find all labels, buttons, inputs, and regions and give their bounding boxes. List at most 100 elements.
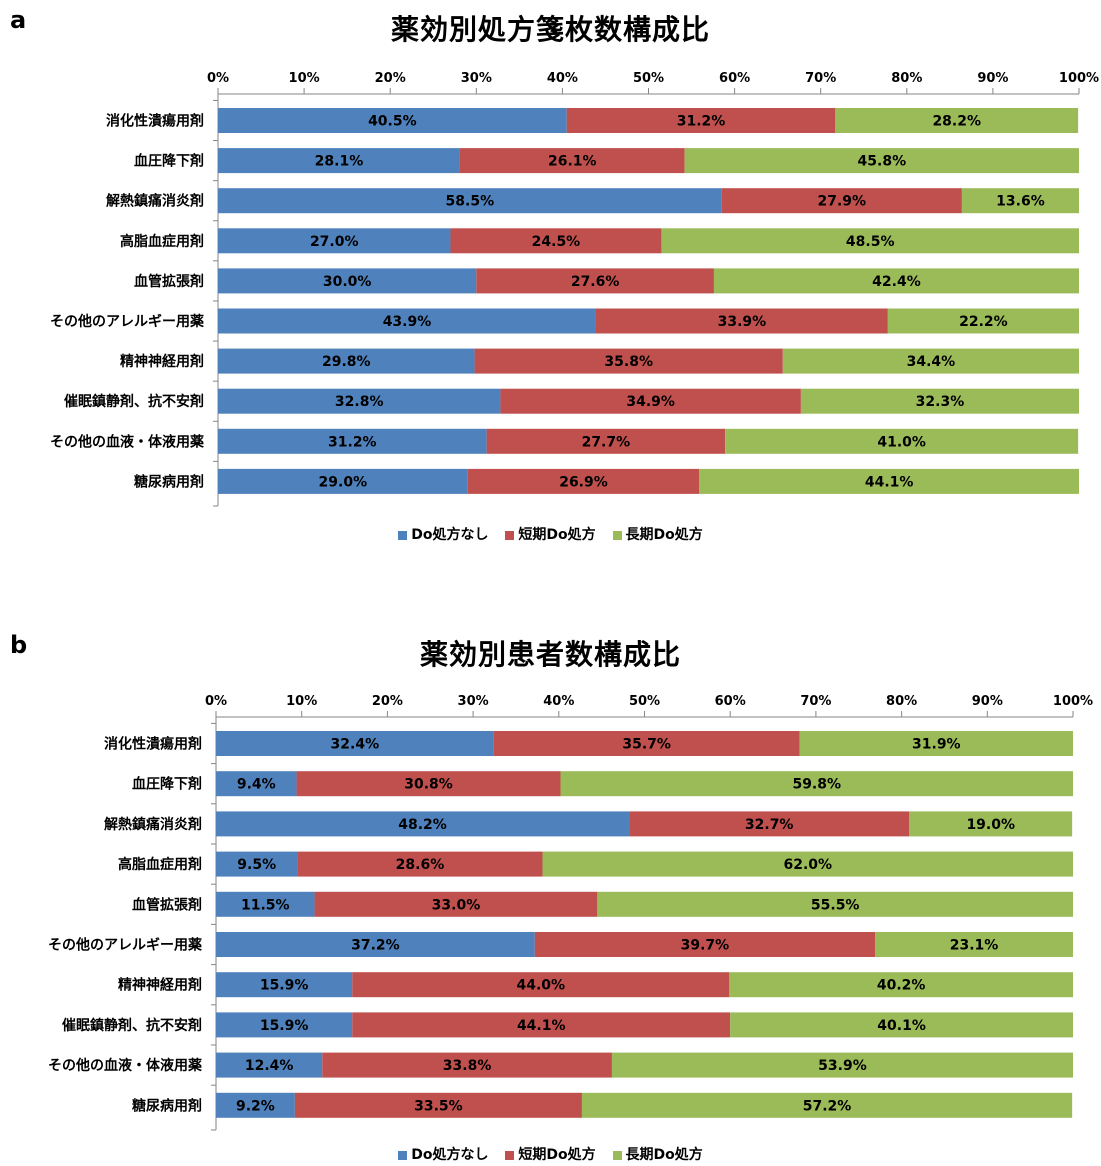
- data-label: 48.2%: [398, 817, 447, 833]
- data-label: 13.6%: [996, 194, 1045, 210]
- bar-segment: [218, 468, 468, 494]
- legend-item: 長期Do処方: [612, 524, 703, 544]
- data-label: 34.4%: [907, 354, 956, 370]
- bar-segment: [500, 388, 801, 414]
- x-tick-label: 30%: [461, 71, 492, 86]
- data-label: 62.0%: [783, 857, 832, 873]
- data-label: 35.7%: [622, 737, 671, 753]
- data-label: 32.7%: [745, 817, 794, 833]
- x-tick-label: 20%: [375, 71, 406, 86]
- x-tick-label: 70%: [805, 71, 836, 86]
- bar-segment: [534, 932, 876, 957]
- data-label: 33.5%: [414, 1098, 463, 1114]
- legend-swatch: [398, 531, 408, 540]
- x-tick-label: 100%: [1059, 71, 1099, 86]
- chart-legend-b: Do処方なし 短期Do処方 長期Do処方: [0, 1144, 1101, 1164]
- bar-segment: [216, 771, 297, 797]
- x-tick-label: 40%: [543, 694, 574, 709]
- bar-segment: [216, 1012, 353, 1038]
- bar-segment: [296, 771, 561, 797]
- bar-segment: [216, 932, 535, 957]
- bar-segment: [835, 108, 1079, 133]
- data-label: 9.5%: [237, 857, 276, 873]
- y-tick-label: 催眠鎮静剤、抗不安剤: [62, 1017, 202, 1034]
- data-label: 26.9%: [559, 474, 608, 490]
- bar-segment: [486, 428, 726, 454]
- bar-segment: [909, 811, 1073, 837]
- x-tick-label: 40%: [547, 71, 578, 86]
- data-label: 27.7%: [582, 434, 631, 450]
- x-tick-label: 80%: [891, 71, 922, 86]
- legend-swatch: [505, 531, 515, 540]
- bar-segment: [218, 228, 451, 254]
- data-label: 44.1%: [865, 474, 914, 490]
- y-tick-label: 血管拡張剤: [132, 896, 202, 913]
- data-label: 39.7%: [681, 938, 730, 954]
- data-label: 28.2%: [932, 114, 981, 130]
- data-label: 44.1%: [517, 1018, 566, 1034]
- y-tick-label: 消化性潰瘍用剤: [104, 736, 202, 753]
- bar-segment: [216, 851, 298, 877]
- x-tick-label: 50%: [633, 71, 664, 86]
- x-tick-label: 100%: [1053, 694, 1093, 709]
- bar-segment: [352, 972, 730, 998]
- x-tick-label: 70%: [800, 694, 831, 709]
- bar-segment: [581, 1092, 1073, 1118]
- bar-segment: [799, 731, 1073, 756]
- data-label: 11.5%: [241, 897, 290, 913]
- y-tick-label: その他のアレルギー用薬: [50, 313, 204, 330]
- data-label: 31.9%: [912, 737, 961, 753]
- y-tick-label: その他の血液・体液用薬: [48, 1057, 202, 1074]
- bar-segment: [352, 1012, 731, 1038]
- x-tick-label: 60%: [715, 694, 746, 709]
- y-tick-label: 精神神経用剤: [120, 353, 204, 370]
- bar-segment: [566, 108, 836, 133]
- data-label: 33.0%: [432, 897, 481, 913]
- panel-label: a: [10, 6, 27, 34]
- bar-segment: [314, 891, 598, 917]
- data-label: 43.9%: [383, 314, 432, 330]
- bar-segment: [629, 811, 910, 837]
- legend-label: 長期Do処方: [625, 1147, 703, 1163]
- data-label: 32.3%: [916, 394, 965, 410]
- bar-segment: [597, 891, 1073, 917]
- chart-plot-b: 0% 10% 20% 30% 40% 50% 60% 70% 80% 90% 100% 消化性潰瘍用剤…: [48, 694, 1093, 1131]
- bar-segment: [699, 468, 1079, 494]
- data-label: 27.0%: [310, 234, 359, 250]
- data-label: 35.8%: [604, 354, 653, 370]
- data-label: 19.0%: [966, 817, 1015, 833]
- bar-segment: [216, 1052, 323, 1078]
- data-label: 45.8%: [858, 154, 907, 170]
- x-tick-label: 10%: [286, 694, 317, 709]
- data-label: 34.9%: [626, 394, 675, 410]
- bar-segment: [560, 771, 1073, 797]
- bar-segment: [218, 428, 487, 454]
- data-label: 32.8%: [335, 394, 384, 410]
- bar-segment: [322, 1052, 612, 1078]
- bar-segment: [493, 731, 800, 756]
- x-tick-label: 10%: [289, 71, 320, 86]
- data-label: 55.5%: [811, 897, 860, 913]
- data-label: 40.1%: [877, 1018, 926, 1034]
- bar-segment: [782, 348, 1079, 374]
- bar-segment: [216, 1092, 295, 1118]
- bar-segment: [297, 851, 543, 877]
- bar-segment: [684, 148, 1079, 174]
- bar-segment: [611, 1052, 1073, 1078]
- data-label: 31.2%: [677, 114, 726, 130]
- legend-item: 短期Do処方: [505, 524, 596, 544]
- data-label: 15.9%: [260, 1018, 309, 1034]
- x-tick-label: 0%: [207, 71, 229, 86]
- data-label: 28.6%: [396, 857, 445, 873]
- bar-segment: [542, 851, 1073, 877]
- data-label: 32.4%: [331, 737, 380, 753]
- data-label: 48.5%: [846, 234, 895, 250]
- data-label: 33.9%: [718, 314, 767, 330]
- legend-label: 長期Do処方: [625, 527, 703, 543]
- x-tick-label: 60%: [719, 71, 750, 86]
- chart-title: 薬効別患者数構成比: [419, 638, 681, 671]
- data-label: 26.1%: [548, 154, 597, 170]
- data-label: 57.2%: [803, 1098, 852, 1114]
- bar-segment: [459, 148, 685, 174]
- y-tick-label: 血管拡張剤: [134, 273, 204, 290]
